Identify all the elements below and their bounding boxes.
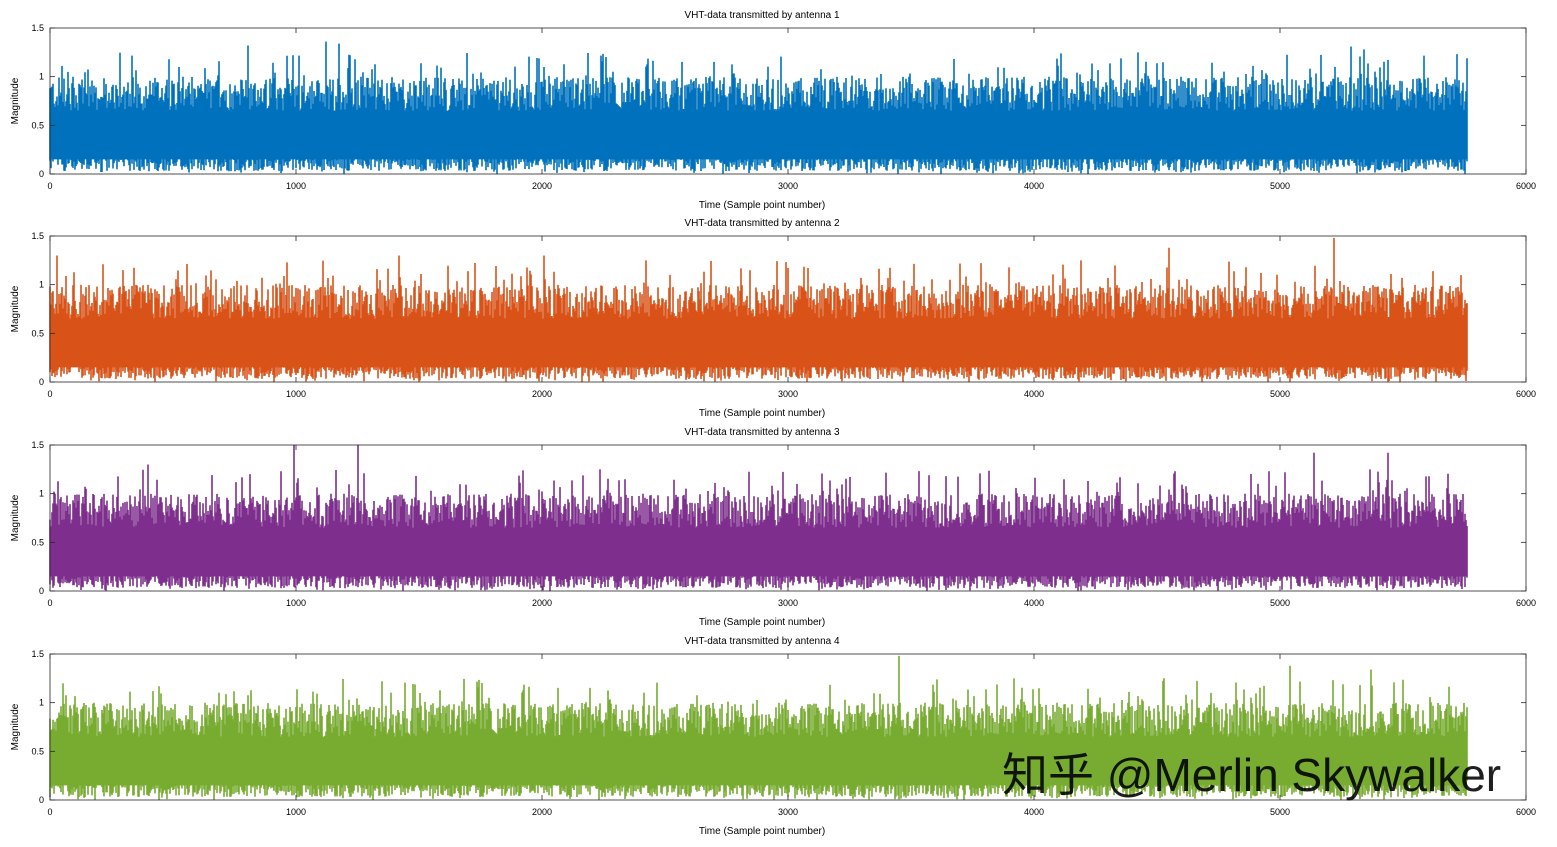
x-axis-label: Time (Sample point number) bbox=[699, 617, 825, 628]
x-tick-label: 4000 bbox=[1024, 181, 1044, 191]
x-axis-label: Time (Sample point number) bbox=[699, 200, 825, 211]
x-tick-label: 6000 bbox=[1516, 181, 1536, 191]
x-tick-label: 5000 bbox=[1270, 181, 1290, 191]
chart-title: VHT-data transmitted by antenna 2 bbox=[684, 218, 840, 229]
y-tick-label: 0.5 bbox=[31, 120, 44, 130]
y-tick-label: 1 bbox=[39, 489, 44, 499]
x-tick-label: 5000 bbox=[1270, 598, 1290, 608]
x-tick-label: 0 bbox=[47, 598, 52, 608]
chart-title: VHT-data transmitted by antenna 4 bbox=[684, 636, 840, 647]
subplots: 0 1000 2000 3000 4000 5000 600000.511.5VHT-dat… bbox=[10, 10, 1536, 837]
y-tick-label: 1.5 bbox=[31, 23, 44, 33]
x-tick-label: 3000 bbox=[778, 598, 798, 608]
subplot-antenna-2: 0 1000 2000 3000 4000 5000 6000 0 0.5 1 1.5 VHT-dat… bbox=[10, 218, 1536, 419]
series-band-antenna-3 bbox=[50, 527, 1467, 577]
x-tick-label: 1000 bbox=[286, 181, 306, 191]
y-tick-label: 1.5 bbox=[31, 231, 44, 241]
x-tick-label: 6000 bbox=[1516, 598, 1536, 608]
x-tick-label: 3000 bbox=[778, 389, 798, 399]
x-tick-label: 2000 bbox=[532, 807, 552, 817]
y-tick-label: 1.5 bbox=[31, 440, 44, 450]
subplot-antenna-3: 0 1000 2000 3000 4000 5000 6000 0 0.5 1 1.5 VHT-dat… bbox=[10, 427, 1536, 628]
y-axis-label: Magnitude bbox=[10, 77, 21, 124]
y-tick-label: 0 bbox=[39, 169, 44, 179]
y-tick-label: 0.5 bbox=[31, 746, 44, 756]
x-tick-label: 4000 bbox=[1024, 389, 1044, 399]
y-tick-label: 0 bbox=[39, 586, 44, 596]
y-axis-label: Magnitude bbox=[10, 494, 21, 541]
x-tick-label: 3000 bbox=[778, 807, 798, 817]
series-band-antenna-1 bbox=[50, 110, 1467, 160]
x-tick-label: 5000 bbox=[1270, 807, 1290, 817]
x-tick-label: 0 bbox=[47, 389, 52, 399]
x-tick-label: 2000 bbox=[532, 389, 552, 399]
x-tick-label: 6000 bbox=[1516, 389, 1536, 399]
y-tick-label: 0.5 bbox=[31, 537, 44, 547]
chart-title: VHT-data transmitted by antenna 1 bbox=[684, 10, 840, 21]
x-axis-label: Time (Sample point number) bbox=[699, 408, 825, 419]
y-tick-label: 1 bbox=[39, 72, 44, 82]
series-band-antenna-4 bbox=[50, 736, 1467, 786]
y-axis-label: Magnitude bbox=[10, 703, 21, 750]
x-tick-label: 0 bbox=[47, 181, 52, 191]
x-tick-label: 4000 bbox=[1024, 598, 1044, 608]
y-tick-label: 1.5 bbox=[31, 649, 44, 659]
x-tick-label: 2000 bbox=[532, 181, 552, 191]
x-tick-label: 0 bbox=[47, 807, 52, 817]
x-tick-label: 5000 bbox=[1270, 389, 1290, 399]
x-tick-label: 4000 bbox=[1024, 807, 1044, 817]
y-tick-label: 1 bbox=[39, 280, 44, 290]
x-tick-label: 1000 bbox=[286, 598, 306, 608]
x-tick-label: 2000 bbox=[532, 598, 552, 608]
y-tick-label: 1 bbox=[39, 698, 44, 708]
y-axis-label: Magnitude bbox=[10, 285, 21, 332]
subplot-antenna-4: 0 1000 2000 3000 4000 5000 6000 0 0.5 1 1.5 VHT-dat… bbox=[10, 636, 1536, 837]
watermark: 知乎 @Merlin Skywalker bbox=[1002, 749, 1501, 801]
chart-title: VHT-data transmitted by antenna 3 bbox=[684, 427, 840, 438]
subplot-antenna-1: 0 1000 2000 3000 4000 5000 6000 0 0.5 1 1.5 VHT-dat… bbox=[10, 10, 1536, 211]
y-tick-label: 0.5 bbox=[31, 328, 44, 338]
series-band-antenna-2 bbox=[50, 318, 1467, 368]
x-tick-label: 3000 bbox=[778, 181, 798, 191]
x-tick-label: 1000 bbox=[286, 389, 306, 399]
x-tick-label: 6000 bbox=[1516, 807, 1536, 817]
y-tick-label: 0 bbox=[39, 377, 44, 387]
x-axis-label: Time (Sample point number) bbox=[699, 826, 825, 837]
x-tick-label: 1000 bbox=[286, 807, 306, 817]
y-tick-label: 0 bbox=[39, 795, 44, 805]
